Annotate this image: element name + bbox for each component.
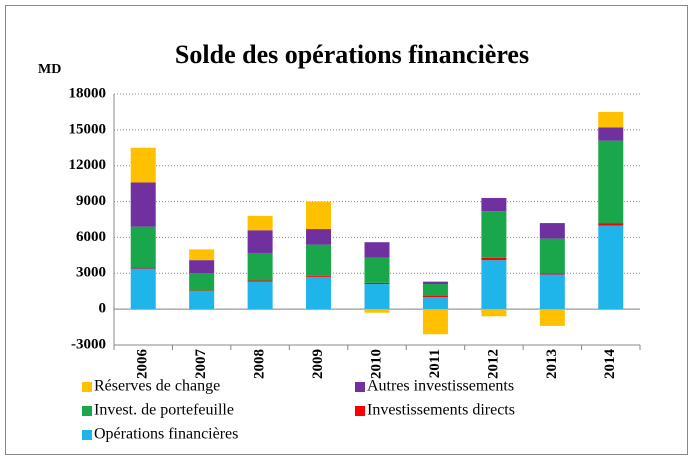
x-tick-label: 2012	[485, 349, 501, 379]
y-tick-label: 9000	[76, 193, 106, 209]
bar-segment	[130, 268, 156, 310]
bar-segment	[306, 244, 332, 276]
bar-segment	[189, 291, 215, 310]
bar-segment	[598, 223, 624, 226]
legend-label: Opérations financières	[94, 426, 238, 443]
bar-segment	[247, 230, 273, 253]
bar-segment	[598, 111, 624, 128]
x-tick-label: 2014	[602, 349, 618, 380]
y-tick-label: 0	[99, 301, 107, 317]
legend-swatch	[82, 406, 92, 416]
y-tick-label: -3000	[71, 336, 106, 352]
bar-segment	[247, 281, 273, 310]
legend-label: Invest. de portefeuille	[94, 402, 234, 419]
bar-segment	[189, 260, 215, 274]
bar-segment	[422, 281, 448, 285]
bar-segment	[189, 273, 215, 291]
bar-segment	[481, 309, 507, 317]
bar-segment	[422, 295, 448, 298]
chart-border	[5, 5, 688, 455]
bar-segment	[481, 257, 507, 261]
x-tick-label: 2010	[368, 349, 384, 379]
legend-label: Réserves de change	[94, 378, 220, 395]
bar-segment	[130, 226, 156, 268]
bar-segment	[306, 229, 332, 245]
bar-segment	[306, 275, 332, 277]
y-tick-label: 3000	[76, 265, 106, 281]
bar-segment	[422, 297, 448, 310]
bar-segment	[247, 280, 273, 282]
bar-segment	[247, 252, 273, 281]
bar-segment	[539, 273, 565, 275]
bar-segment	[539, 223, 565, 239]
x-tick-label: 2007	[193, 349, 209, 380]
legend-label: Autres investissements	[367, 378, 514, 395]
y-tick-label: 15000	[69, 121, 107, 137]
bar-segment	[364, 242, 390, 258]
bar-segment	[364, 282, 390, 285]
bar-segment	[364, 284, 390, 310]
bar-segment	[130, 147, 156, 183]
x-tick-label: 2009	[310, 349, 326, 379]
bar-segment	[598, 127, 624, 141]
chart-title: Solde des opérations financières	[175, 40, 529, 69]
bar-segment	[189, 290, 215, 292]
y-axis-label: MD	[38, 62, 61, 77]
bar-segment	[539, 309, 565, 326]
bar-segment	[130, 267, 156, 269]
legend-label: Investissements directs	[367, 402, 515, 419]
legend-swatch	[355, 406, 365, 416]
bar-segment	[306, 201, 332, 230]
bar-segment	[364, 257, 390, 283]
x-tick-label: 2006	[135, 349, 151, 380]
bar-segment	[598, 140, 624, 224]
bar-segment	[364, 309, 390, 313]
bar-segment	[422, 309, 448, 335]
bar-segment	[539, 274, 565, 310]
bar-segment	[189, 249, 215, 261]
bar-segment	[481, 260, 507, 310]
x-tick-label: 2011	[427, 349, 443, 378]
y-tick-label: 6000	[76, 229, 106, 245]
bar-segment	[598, 225, 624, 310]
bar-segment	[481, 197, 507, 212]
bar-segment	[422, 284, 448, 296]
bar-segment	[539, 238, 565, 274]
bar-segment	[247, 215, 273, 231]
x-tick-label: 2008	[252, 349, 268, 379]
legend-swatch	[82, 430, 92, 440]
bar-segment	[130, 182, 156, 227]
legend-swatch	[82, 382, 92, 392]
x-tick-label: 2013	[544, 349, 560, 379]
y-tick-label: 12000	[69, 157, 107, 173]
bar-segment	[306, 276, 332, 310]
bar-segment	[481, 211, 507, 258]
y-tick-label: 18000	[69, 85, 107, 101]
legend-swatch	[355, 382, 365, 392]
